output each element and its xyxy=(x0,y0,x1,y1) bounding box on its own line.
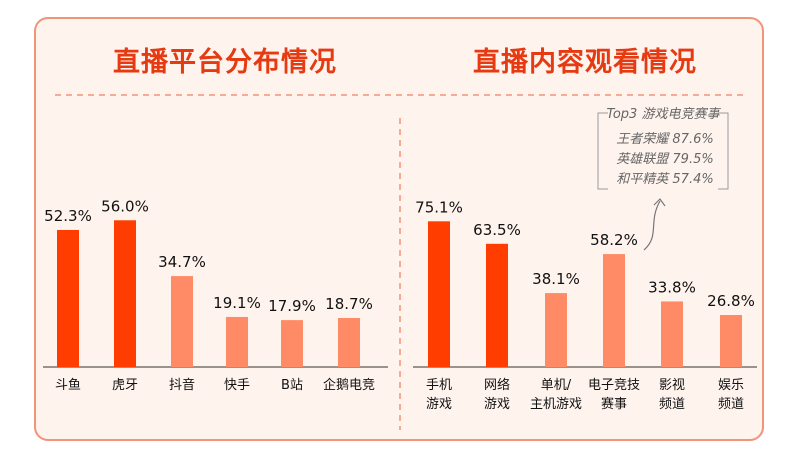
left-category-label: 抖音 xyxy=(169,377,195,393)
right-value-label: 33.8% xyxy=(648,278,696,296)
left-bar xyxy=(171,276,193,367)
left-category-label: 快手 xyxy=(224,378,250,393)
right-value-label: 38.1% xyxy=(532,270,580,288)
left-value-label: 18.7% xyxy=(325,295,373,313)
left-category-label: 企鹅电竞 xyxy=(323,377,375,393)
annotation-title: Top3 游戏电竞赛事 xyxy=(607,106,722,122)
right-value-label: 75.1% xyxy=(415,198,463,216)
left-value-label: 19.1% xyxy=(213,294,261,312)
left-bar xyxy=(57,229,79,367)
left-bar xyxy=(226,316,248,367)
left-value-label: 34.7% xyxy=(158,253,206,271)
right-bar xyxy=(486,243,508,367)
left-bar-chart: 52.3% 斗鱼 56.0% 虎牙 34.7% 抖音 19.1% 快手 17.9% B站 18.7%… xyxy=(43,197,388,393)
right-value-label: 26.8% xyxy=(707,292,755,310)
right-category-label: 频道 xyxy=(718,397,744,412)
right-bar xyxy=(720,315,742,367)
right-category-label: 手机 xyxy=(426,378,452,393)
left-value-label: 17.9% xyxy=(268,297,316,315)
left-bar xyxy=(114,220,136,367)
right-category-label: 网络 xyxy=(484,377,510,393)
right-category-label: 主机游戏 xyxy=(530,397,582,412)
annotation-arrow xyxy=(643,200,661,251)
chart-frame xyxy=(34,17,764,441)
annotation-item: 王者荣耀 87.6% xyxy=(616,132,713,147)
left-bar xyxy=(281,320,303,367)
left-value-label: 52.3% xyxy=(44,207,92,225)
right-bar xyxy=(603,254,625,367)
annotation-item: 和平精英 57.4% xyxy=(616,172,713,187)
annotation-item: 英雄联盟 79.5% xyxy=(616,152,713,167)
right-bar xyxy=(428,221,450,367)
left-category-label: 虎牙 xyxy=(112,378,138,393)
right-category-label: 娱乐 xyxy=(718,378,744,393)
annotation-bracket-right xyxy=(718,112,729,190)
right-value-label: 58.2% xyxy=(590,231,638,249)
right-category-label: 赛事 xyxy=(601,396,627,412)
right-bar xyxy=(545,293,567,367)
right-category-label: 游戏 xyxy=(484,397,510,412)
right-category-label: 电子竞技 xyxy=(588,377,640,393)
left-value-label: 56.0% xyxy=(101,197,149,215)
right-bar xyxy=(661,301,683,367)
left-category-label: B站 xyxy=(281,378,303,393)
right-category-label: 影视 xyxy=(659,378,685,393)
annotation-arrow-head xyxy=(653,198,666,207)
right-value-label: 63.5% xyxy=(473,221,521,239)
left-category-label: 斗鱼 xyxy=(55,377,81,393)
left-chart-title: 直播平台分布情况 xyxy=(113,47,337,78)
right-category-label: 频道 xyxy=(659,397,685,412)
right-category-label: 单机/ xyxy=(541,378,572,393)
right-category-label: 游戏 xyxy=(426,397,452,412)
right-chart-title: 直播内容观看情况 xyxy=(473,47,697,78)
annotation-bracket-left xyxy=(597,112,608,190)
left-bar xyxy=(338,318,360,367)
